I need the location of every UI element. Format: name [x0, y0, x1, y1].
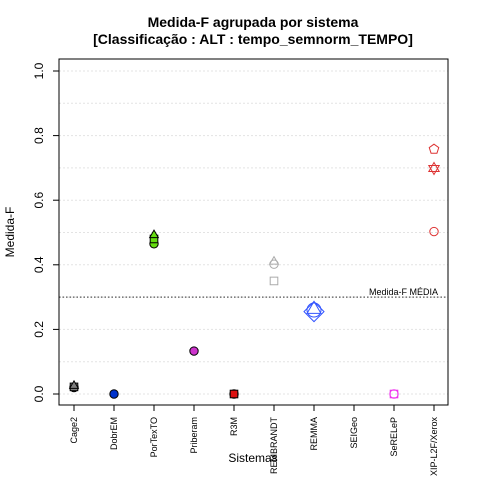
y-tick-label: 0.0 [32, 385, 46, 402]
y-axis-label: Medida-F [3, 207, 17, 258]
data-point-square [269, 276, 279, 286]
data-points [68, 143, 441, 399]
x-tick-label: R3M [229, 417, 239, 436]
data-point-circle [109, 389, 119, 399]
chart-title: Medida-F agrupada por sistema [148, 14, 359, 30]
x-tick-label: REMBRANDT [269, 417, 279, 475]
x-tick-label: XIP-L2F/Xerox [429, 417, 439, 477]
data-point-triangle [148, 229, 160, 239]
reference-line-label: Medida-F MÉDIA [369, 287, 438, 297]
chart-subtitle: [Classificação : ALT : tempo_semnorm_TEM… [93, 31, 413, 47]
y-tick-label: 1.0 [32, 62, 46, 79]
y-tick-label: 0.4 [32, 256, 46, 273]
plot-frame [58, 58, 449, 406]
data-point-triangle [68, 379, 80, 389]
x-tick-label: Priberam [189, 417, 199, 454]
data-point-pentagon [428, 143, 440, 154]
data-point-circle [189, 346, 199, 356]
x-axis-label: Sistemas [228, 451, 277, 465]
y-axis: 0.0 0.2 0.4 0.6 0.8 1.0 [32, 62, 59, 402]
data-point-triangle [268, 255, 280, 265]
y-tick-label: 0.8 [32, 127, 46, 144]
data-point-circle [429, 226, 439, 237]
y-tick-label: 0.2 [32, 321, 46, 338]
x-tick-label: SeRELeP [389, 417, 399, 457]
data-point-square [389, 389, 399, 399]
data-point-square [229, 389, 239, 399]
x-tick-label: REMMA [309, 417, 319, 451]
x-tick-label: DobrEM [109, 417, 119, 450]
x-axis: Cage2 DobrEM PorTexTO Priberam R3M REMBRANDT R… [69, 405, 439, 476]
reference-line-group: Medida-F MÉDIA [59, 287, 448, 298]
x-tick-label: Cage2 [69, 417, 79, 444]
x-tick-label: SEIGeo [349, 417, 359, 449]
data-point-circle-large [306, 302, 322, 318]
grid [59, 70, 448, 395]
x-tick-label: PorTexTO [149, 417, 159, 457]
y-tick-label: 0.6 [32, 192, 46, 209]
data-point-star [427, 161, 441, 176]
data-point-triangle-large [306, 300, 322, 314]
